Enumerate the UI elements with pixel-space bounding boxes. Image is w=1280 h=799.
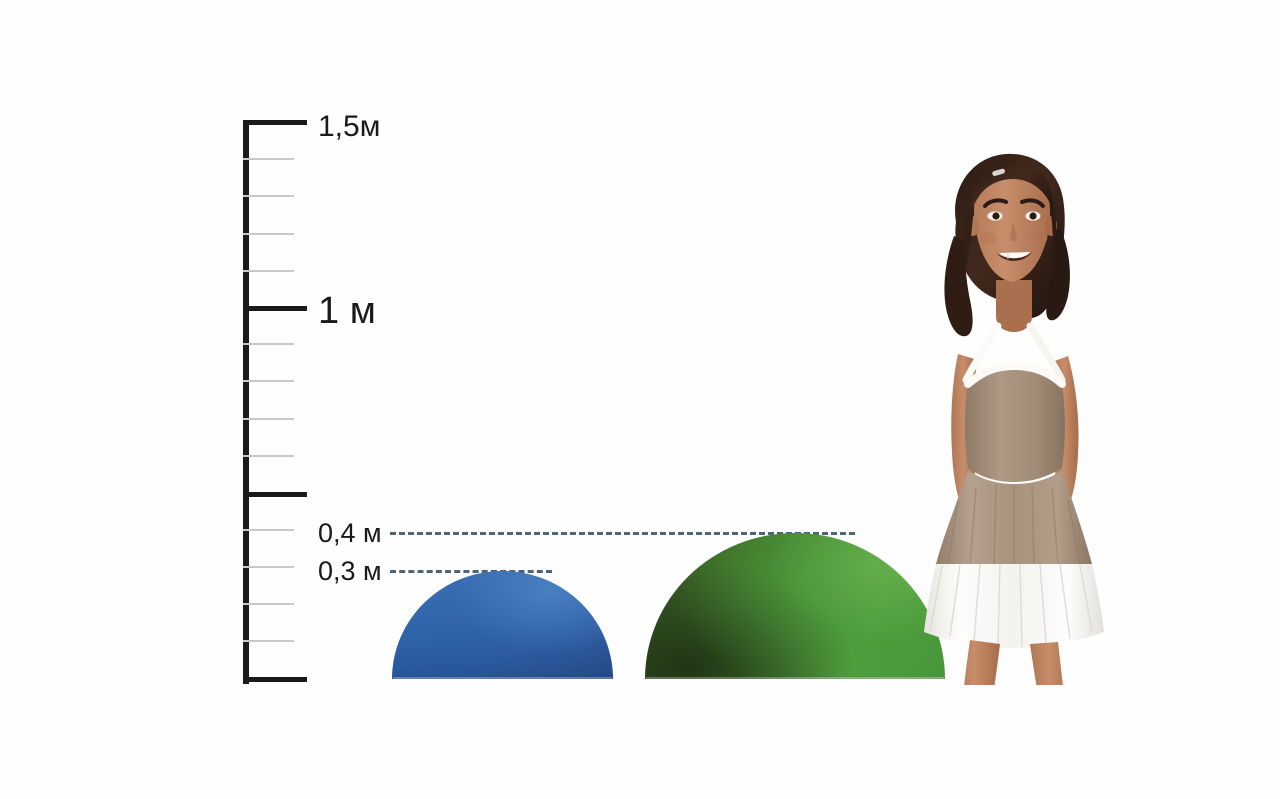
- dress-straps: [962, 322, 1066, 384]
- ruler-minor-tick: [243, 418, 294, 420]
- skirt-pleats: [947, 483, 1081, 565]
- ruler-minor-tick: [243, 158, 294, 160]
- measure-line-0-3m: 0,3 м: [318, 558, 552, 585]
- ruler-label-1m: 1 м: [318, 290, 376, 332]
- leg-right: [1030, 642, 1063, 685]
- ruler-spine: [243, 120, 249, 684]
- ruler-label-1-5m: 1,5м: [318, 110, 381, 143]
- ruler-major-tick-0m: [243, 677, 307, 682]
- ruler-minor-tick: [243, 233, 294, 235]
- measure-label-0-4m: 0,4 м: [318, 518, 382, 548]
- blue-dome-base: [393, 677, 612, 679]
- ruler-major-tick-1-5m: [243, 120, 307, 125]
- ruler-minor-tick: [243, 343, 294, 345]
- ruler-minor-tick: [243, 603, 294, 605]
- ruler-minor-tick: [243, 529, 294, 531]
- child-figure: [900, 140, 1160, 685]
- hem-pleats: [929, 563, 1093, 648]
- ruler-minor-tick: [243, 640, 294, 642]
- measure-dash-0-4m: [389, 532, 855, 535]
- ruler-minor-tick: [243, 270, 294, 272]
- measure-dash-0-3m: [389, 570, 552, 573]
- measure-label-0-3m: 0,3 м: [318, 556, 382, 586]
- height-ruler: [243, 120, 313, 684]
- hair-front: [963, 160, 1057, 266]
- ruler-minor-tick: [243, 566, 294, 568]
- green-dome-base: [646, 677, 944, 679]
- dress-neckline-trim: [964, 361, 1066, 388]
- ruler-major-tick-0-5m: [243, 492, 307, 497]
- dress-bodice: [965, 368, 1065, 482]
- ruler-minor-tick: [243, 455, 294, 457]
- leg-left: [964, 640, 1000, 685]
- ruler-minor-tick: [243, 380, 294, 382]
- ruler-minor-tick: [243, 195, 294, 197]
- dress-hem: [924, 564, 1104, 648]
- face: [967, 164, 1057, 282]
- hair-clip: [992, 168, 1005, 176]
- ruler-major-tick-1m: [243, 306, 307, 311]
- neck: [996, 280, 1032, 332]
- blue-dome: [392, 571, 613, 679]
- measure-line-0-4m: 0,4 м: [318, 520, 855, 547]
